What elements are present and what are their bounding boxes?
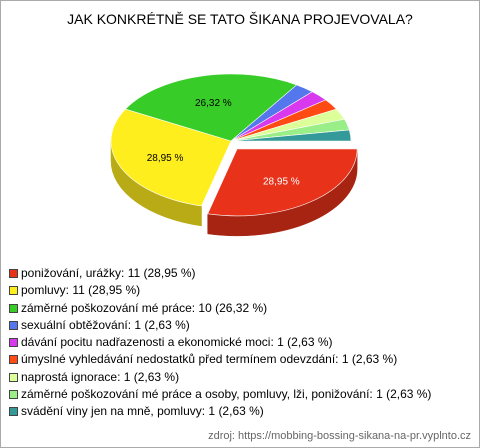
source: zdroj: https://mobbing-bossing-sikana-na…: [208, 430, 471, 442]
legend-label: dávání pocitu nadřazenosti a ekonomické …: [21, 335, 333, 350]
data-label: 28,95 %: [147, 153, 184, 164]
legend-label: záměrné poškozování mé práce a osoby, po…: [21, 387, 432, 402]
legend-label: úmyslné vyhledávání nedostatků před term…: [21, 352, 398, 367]
legend-item: úmyslné vyhledávání nedostatků před term…: [9, 351, 471, 367]
legend-swatch: [9, 372, 18, 382]
legend-swatch: [9, 390, 18, 400]
legend-swatch: [9, 320, 18, 330]
slice: [207, 148, 358, 217]
legend-swatch: [9, 338, 18, 348]
legend-label: svádění viny jen na mně, pomluvy: 1 (2,6…: [21, 404, 264, 419]
legend-swatch: [9, 355, 18, 365]
legend-swatch: [9, 269, 18, 278]
legend: ponižování, urážky: 11 (28,95 %) pomluvy:…: [9, 265, 471, 421]
legend-swatch: [9, 303, 18, 313]
legend-label: záměrné poškozování mé práce: 10 (26,32 …: [21, 300, 268, 315]
legend-label: naprostá ignorace: 1 (2,63 %): [21, 369, 180, 384]
legend-swatch: [9, 286, 18, 296]
data-label: 26,32 %: [195, 98, 232, 109]
legend-item: svádění viny jen na mně, pomluvy: 1 (2,6…: [9, 403, 471, 419]
legend-item: pomluvy: 11 (28,95 %): [9, 282, 471, 298]
legend-item: ponižování, urážky: 11 (28,95 %): [9, 265, 471, 281]
legend-label: sexuální obtěžování: 1 (2,63 %): [21, 317, 190, 332]
chart-title: JAK KONKRÉTNĚ SE TATO ŠIKANA PROJEVOVALA…: [67, 11, 413, 27]
slice: [124, 73, 298, 142]
legend-item: sexuální obtěžování: 1 (2,63 %): [9, 317, 471, 333]
legend-item: záměrné poškozování mé práce: 10 (26,32 …: [9, 300, 471, 316]
slice: [110, 108, 232, 207]
slice: [230, 129, 352, 142]
legend-swatch: [9, 407, 18, 417]
legend-item: záměrné poškozování mé práce a osoby, po…: [9, 386, 471, 402]
legend-item: naprostá ignorace: 1 (2,63 %): [9, 369, 471, 385]
legend-item: dávání pocitu nadřazenosti a ekonomické …: [9, 334, 471, 350]
pie-area: JAK KONKRÉTNĚ SE TATO ŠIKANA PROJEVOVALA…: [67, 11, 413, 237]
legend-label: ponižování, urážky: 11 (28,95 %): [21, 266, 196, 280]
data-label: 28,95 %: [263, 177, 300, 188]
legend-label: pomluvy: 11 (28,95 %): [21, 283, 141, 298]
